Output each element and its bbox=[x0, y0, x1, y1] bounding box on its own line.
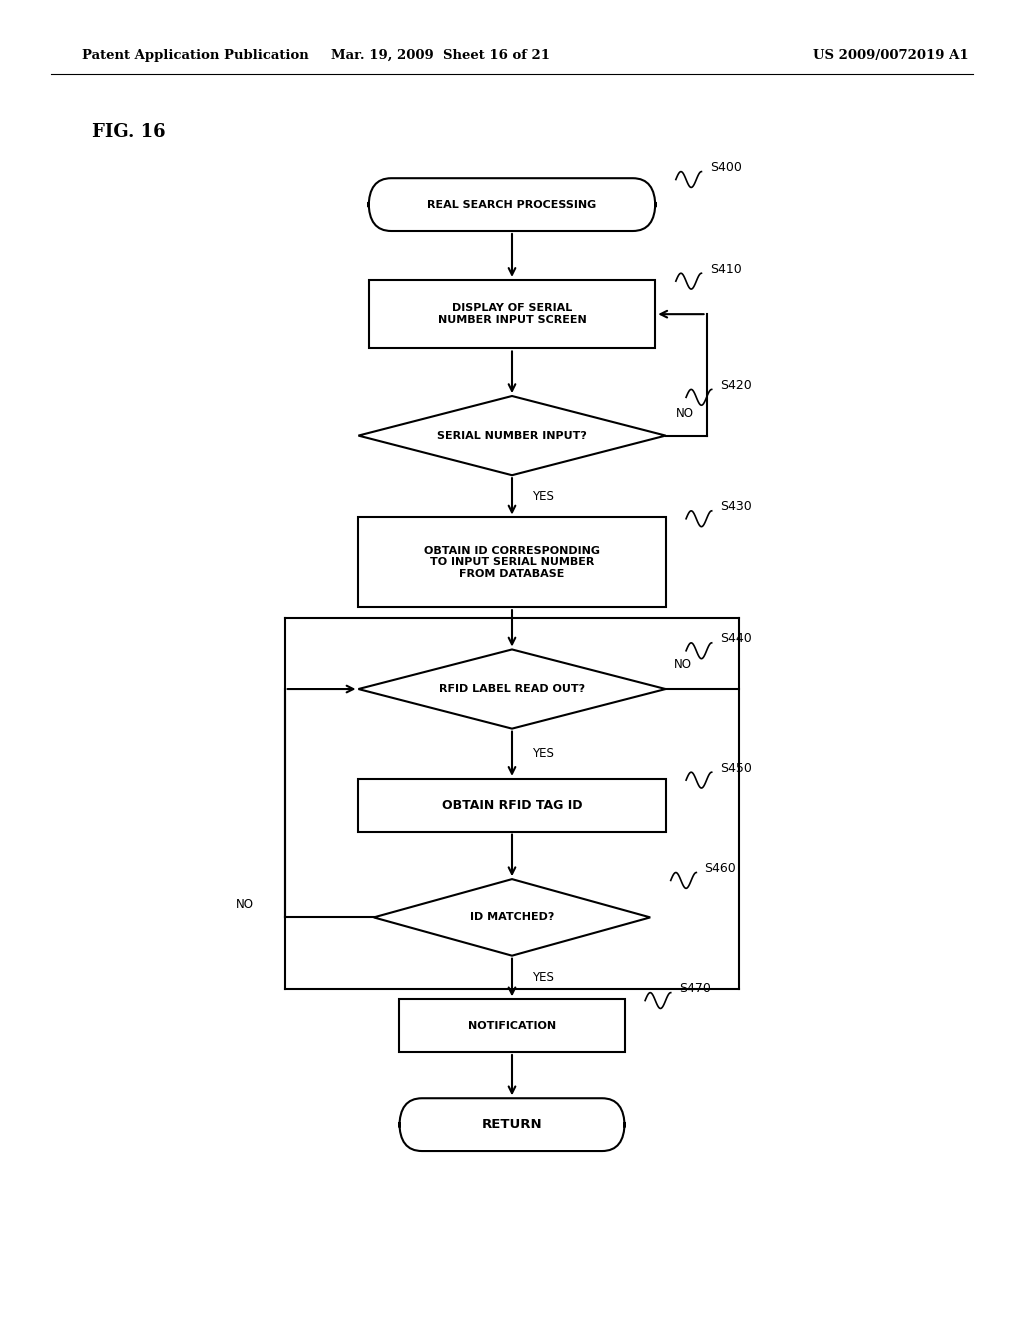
Text: SERIAL NUMBER INPUT?: SERIAL NUMBER INPUT? bbox=[437, 430, 587, 441]
Text: YES: YES bbox=[532, 490, 554, 503]
Text: NO: NO bbox=[674, 657, 692, 671]
FancyBboxPatch shape bbox=[399, 1098, 625, 1151]
Bar bbox=[369, 280, 655, 348]
Text: FIG. 16: FIG. 16 bbox=[92, 123, 166, 141]
Text: NOTIFICATION: NOTIFICATION bbox=[468, 1020, 556, 1031]
Text: NO: NO bbox=[236, 898, 254, 911]
Text: S430: S430 bbox=[720, 500, 752, 513]
Text: RFID LABEL READ OUT?: RFID LABEL READ OUT? bbox=[439, 684, 585, 694]
Bar bbox=[358, 517, 666, 607]
Polygon shape bbox=[374, 879, 650, 956]
Text: S400: S400 bbox=[710, 161, 741, 174]
Text: REAL SEARCH PROCESSING: REAL SEARCH PROCESSING bbox=[427, 199, 597, 210]
Text: S410: S410 bbox=[710, 263, 741, 276]
Text: ID MATCHED?: ID MATCHED? bbox=[470, 912, 554, 923]
Text: S450: S450 bbox=[720, 762, 752, 775]
Text: S440: S440 bbox=[720, 632, 752, 645]
Text: DISPLAY OF SERIAL
NUMBER INPUT SCREEN: DISPLAY OF SERIAL NUMBER INPUT SCREEN bbox=[437, 304, 587, 325]
Text: OBTAIN ID CORRESPONDING
TO INPUT SERIAL NUMBER
FROM DATABASE: OBTAIN ID CORRESPONDING TO INPUT SERIAL … bbox=[424, 545, 600, 579]
FancyBboxPatch shape bbox=[369, 178, 655, 231]
Text: YES: YES bbox=[532, 747, 554, 760]
Text: RETURN: RETURN bbox=[481, 1118, 543, 1131]
Bar bbox=[358, 779, 666, 832]
Text: S420: S420 bbox=[720, 379, 752, 392]
Polygon shape bbox=[358, 396, 666, 475]
Polygon shape bbox=[358, 649, 666, 729]
Text: OBTAIN RFID TAG ID: OBTAIN RFID TAG ID bbox=[441, 799, 583, 812]
Text: Patent Application Publication: Patent Application Publication bbox=[82, 49, 308, 62]
Text: Mar. 19, 2009  Sheet 16 of 21: Mar. 19, 2009 Sheet 16 of 21 bbox=[331, 49, 550, 62]
Text: YES: YES bbox=[532, 972, 554, 983]
Text: US 2009/0072019 A1: US 2009/0072019 A1 bbox=[813, 49, 969, 62]
Bar bbox=[399, 999, 625, 1052]
Text: S460: S460 bbox=[705, 862, 736, 875]
Text: S470: S470 bbox=[679, 982, 711, 995]
Text: NO: NO bbox=[676, 407, 694, 420]
